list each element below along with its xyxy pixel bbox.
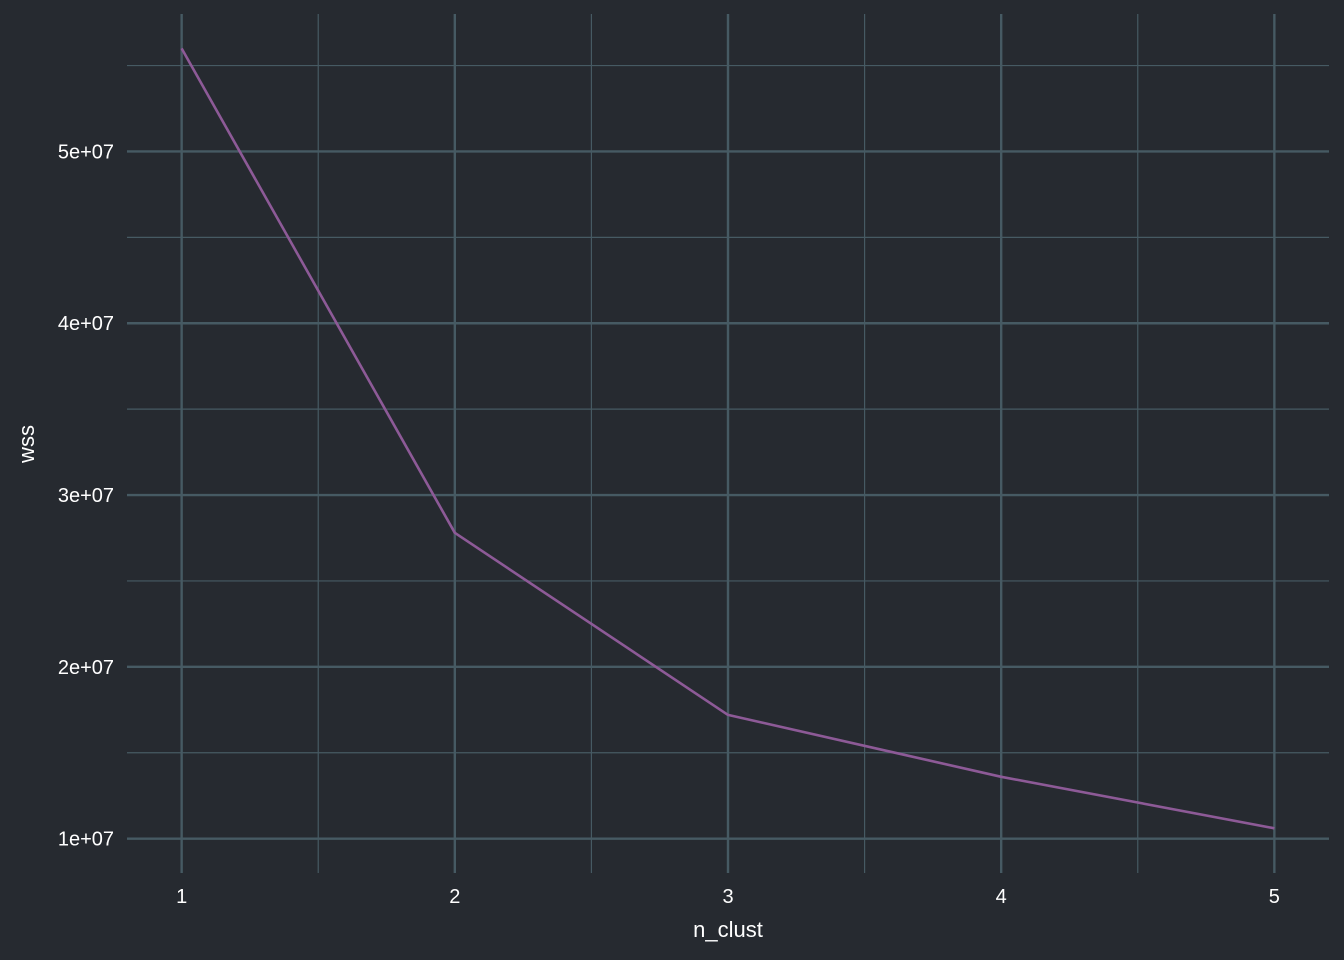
x-tick-label: 3	[722, 886, 733, 908]
y-axis-title: wss	[14, 425, 39, 464]
x-tick-label: 4	[996, 886, 1007, 908]
series-line	[180, 47, 1275, 830]
x-tick-label: 2	[449, 886, 460, 908]
y-tick-label: 4e+07	[58, 313, 114, 335]
y-tick-label: 1e+07	[58, 829, 114, 851]
x-tick-label: 5	[1269, 886, 1280, 908]
x-tick-label: 1	[176, 886, 187, 908]
series-layer	[180, 47, 1275, 830]
x-tick-labels: 1 2 3 4 5	[176, 886, 1280, 908]
y-tick-label: 2e+07	[58, 657, 114, 679]
major-gridlines	[127, 14, 1329, 873]
y-tick-label: 5e+07	[58, 141, 114, 163]
y-tick-labels: 1e+07 2e+07 3e+07 4e+07 5e+07	[58, 141, 114, 850]
x-axis-title: n_clust	[693, 917, 763, 942]
y-tick-label: 3e+07	[58, 485, 114, 507]
